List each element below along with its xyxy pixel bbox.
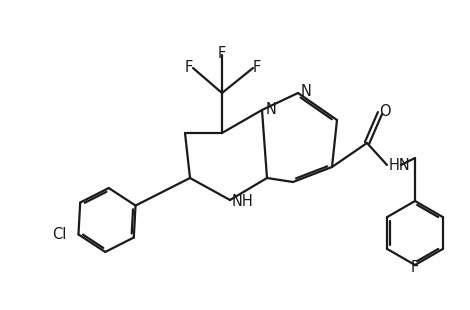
- Text: N: N: [301, 85, 312, 100]
- Text: F: F: [411, 260, 419, 276]
- Text: O: O: [379, 104, 391, 119]
- Text: HN: HN: [389, 157, 411, 172]
- Text: F: F: [253, 60, 261, 74]
- Text: NH: NH: [232, 193, 254, 209]
- Text: Cl: Cl: [52, 227, 66, 242]
- Text: F: F: [185, 60, 193, 74]
- Text: F: F: [218, 46, 226, 60]
- Text: N: N: [266, 103, 277, 117]
